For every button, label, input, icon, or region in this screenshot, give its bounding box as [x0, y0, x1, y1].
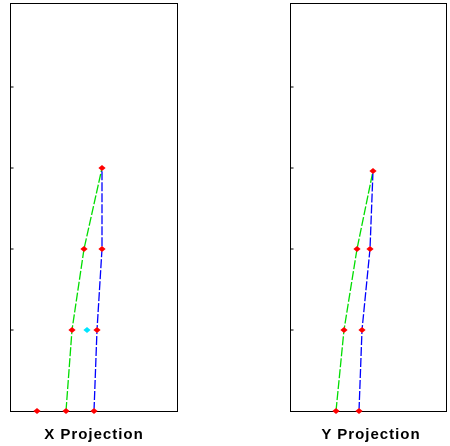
- y-blue-limb-line: [358, 170, 374, 412]
- y-joint-marker: [366, 246, 374, 252]
- x-joint-marker: [93, 327, 101, 333]
- x-joint-marker: [33, 408, 41, 414]
- x-joint-marker: [68, 327, 76, 333]
- y-projection-caption: Y Projection: [321, 426, 420, 443]
- x-projection-skeleton: [33, 165, 106, 414]
- y-joint-marker: [358, 327, 366, 333]
- y-projection-ticks: [290, 86, 294, 331]
- y-projection-frame: [290, 3, 447, 412]
- x-joint-marker: [80, 246, 88, 252]
- y-joint-marker: [355, 408, 363, 414]
- y-green-limb-line: [335, 170, 374, 412]
- x-joint-marker: [98, 246, 106, 252]
- x-projection-ticks: [10, 86, 14, 331]
- y-projection-panel: Y Projection: [290, 3, 447, 443]
- x-joint-marker: [98, 165, 106, 171]
- y-joint-marker: [369, 168, 377, 174]
- x-projection-panel: X Projection: [10, 3, 178, 443]
- x-projection-caption: X Projection: [44, 426, 144, 443]
- y-joint-marker: [332, 408, 340, 414]
- y-joint-marker: [353, 246, 361, 252]
- y-joint-marker: [340, 327, 348, 333]
- x-joint-marker: [90, 408, 98, 414]
- x-joint-marker: [62, 408, 70, 414]
- x-green-limb-line: [65, 167, 103, 412]
- x-blue-limb-line: [93, 168, 103, 412]
- y-projection-skeleton: [332, 168, 377, 414]
- x-projection-frame: [10, 3, 178, 412]
- x-highlight-marker: [83, 327, 91, 333]
